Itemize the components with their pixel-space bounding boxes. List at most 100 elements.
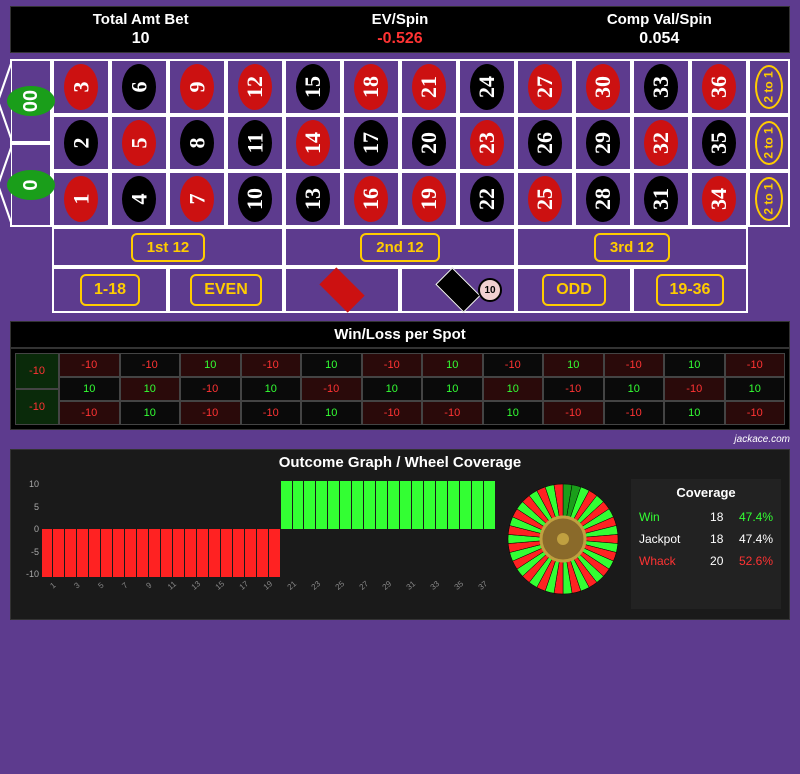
wl-cell-21: 10 xyxy=(422,353,483,377)
bet-21[interactable]: 21 xyxy=(400,59,458,115)
outcome-chart: 1050-5-10 135791113151719212325272931333… xyxy=(19,479,495,609)
bet-24[interactable]: 24 xyxy=(458,59,516,115)
bet-17[interactable]: 17 xyxy=(342,115,400,171)
coverage-row-jackpot: Jackpot1847.4% xyxy=(637,528,775,550)
stat-ev: EV/Spin -0.526 xyxy=(270,7,529,52)
wl-cell-26: -10 xyxy=(543,377,604,401)
bet-column-1[interactable]: 2 to 1 xyxy=(748,59,790,115)
bet-7[interactable]: 7 xyxy=(168,171,226,227)
bet-10[interactable]: 10 xyxy=(226,171,284,227)
wl-cell-8: -10 xyxy=(180,377,241,401)
bet-13[interactable]: 13 xyxy=(284,171,342,227)
outcome-section: Outcome Graph / Wheel Coverage 1050-5-10… xyxy=(10,449,790,620)
bet-00[interactable]: 00 xyxy=(10,59,52,143)
bet-27[interactable]: 27 xyxy=(516,59,574,115)
bet-red[interactable] xyxy=(284,267,400,313)
bet-5[interactable]: 5 xyxy=(110,115,168,171)
wl-cell-3: -10 xyxy=(59,353,120,377)
bet-chip[interactable]: 10 xyxy=(478,278,502,302)
winloss-section: Win/Loss per Spot -10-10 -10-1010-1010-1… xyxy=(10,321,790,430)
bet-26[interactable]: 26 xyxy=(516,115,574,171)
bet-15[interactable]: 15 xyxy=(284,59,342,115)
wl-cell-29: 10 xyxy=(604,377,665,401)
bet-low-label: 1-18 xyxy=(80,274,140,306)
bet-low[interactable]: 1-18 xyxy=(52,267,168,313)
bet-31[interactable]: 31 xyxy=(632,171,690,227)
wl-cell-11: 10 xyxy=(241,377,302,401)
bet-3[interactable]: 3 xyxy=(52,59,110,115)
bet-column-3[interactable]: 2 to 1 xyxy=(748,171,790,227)
stat-ev-val: -0.526 xyxy=(274,28,525,48)
bet-23[interactable]: 23 xyxy=(458,115,516,171)
wl-cell-19: -10 xyxy=(422,401,483,425)
coverage-row-win: Win1847.4% xyxy=(637,506,775,528)
bet-high[interactable]: 19-36 xyxy=(632,267,748,313)
wl-cell-20: 10 xyxy=(422,377,483,401)
wl-cell-35: 10 xyxy=(725,377,786,401)
bet-20[interactable]: 20 xyxy=(400,115,458,171)
bet-dozen-3[interactable]: 3rd 12 xyxy=(516,227,748,267)
stat-comp: Comp Val/Spin 0.054 xyxy=(530,7,789,52)
wl-cell-5: 10 xyxy=(120,377,181,401)
bet-35[interactable]: 35 xyxy=(690,115,748,171)
bet-33[interactable]: 33 xyxy=(632,59,690,115)
bet-30[interactable]: 30 xyxy=(574,59,632,115)
bet-dozen-2[interactable]: 2nd 12 xyxy=(284,227,516,267)
bet-28[interactable]: 28 xyxy=(574,171,632,227)
outcome-title: Outcome Graph / Wheel Coverage xyxy=(11,450,789,475)
wl-cell-10: -10 xyxy=(241,401,302,425)
wl-zero: -10 xyxy=(15,353,59,389)
winloss-title: Win/Loss per Spot xyxy=(10,321,790,348)
stat-bet: Total Amt Bet 10 xyxy=(11,7,270,52)
bet-dozen-1[interactable]: 1st 12 xyxy=(52,227,284,267)
stats-bar: Total Amt Bet 10 EV/Spin -0.526 Comp Val… xyxy=(10,6,790,53)
wl-cell-27: 10 xyxy=(543,353,604,377)
bet-29[interactable]: 29 xyxy=(574,115,632,171)
wl-cell-32: -10 xyxy=(664,377,725,401)
coverage-title: Coverage xyxy=(637,485,775,500)
wl-cell-34: -10 xyxy=(725,401,786,425)
wl-cell-12: -10 xyxy=(241,353,302,377)
roulette-table: 000 369121518212427303336258111417202326… xyxy=(10,59,790,313)
wl-cell-31: 10 xyxy=(664,401,725,425)
bet-19[interactable]: 19 xyxy=(400,171,458,227)
bet-34[interactable]: 34 xyxy=(690,171,748,227)
bet-8[interactable]: 8 xyxy=(168,115,226,171)
wl-cell-1: -10 xyxy=(59,401,120,425)
coverage-panel: Coverage Win1847.4%Jackpot1847.4%Whack20… xyxy=(631,479,781,609)
bet-0[interactable]: 0 xyxy=(10,143,52,227)
bet-2[interactable]: 2 xyxy=(52,115,110,171)
wl-cell-17: 10 xyxy=(362,377,423,401)
bet-11[interactable]: 11 xyxy=(226,115,284,171)
wl-cell-28: -10 xyxy=(604,401,665,425)
wl-cell-15: 10 xyxy=(301,353,362,377)
stat-bet-val: 10 xyxy=(15,28,266,48)
bet-odd[interactable]: ODD xyxy=(516,267,632,313)
wl-cell-36: -10 xyxy=(725,353,786,377)
bet-9[interactable]: 9 xyxy=(168,59,226,115)
wl-cell-33: 10 xyxy=(664,353,725,377)
wl-cell-18: -10 xyxy=(362,353,423,377)
wl-cell-25: -10 xyxy=(543,401,604,425)
bet-column-2[interactable]: 2 to 1 xyxy=(748,115,790,171)
bet-even[interactable]: EVEN xyxy=(168,267,284,313)
bet-22[interactable]: 22 xyxy=(458,171,516,227)
bet-black[interactable]: 10 xyxy=(400,267,516,313)
wl-cell-16: -10 xyxy=(362,401,423,425)
bet-25[interactable]: 25 xyxy=(516,171,574,227)
credit-text: jackace.com xyxy=(0,434,790,445)
bet-32[interactable]: 32 xyxy=(632,115,690,171)
bet-high-label: 19-36 xyxy=(656,274,725,306)
wl-cell-24: -10 xyxy=(483,353,544,377)
bet-18[interactable]: 18 xyxy=(342,59,400,115)
bet-14[interactable]: 14 xyxy=(284,115,342,171)
wl-cell-2: 10 xyxy=(59,377,120,401)
bet-12[interactable]: 12 xyxy=(226,59,284,115)
bet-4[interactable]: 4 xyxy=(110,171,168,227)
bet-16[interactable]: 16 xyxy=(342,171,400,227)
bet-1[interactable]: 1 xyxy=(52,171,110,227)
bet-6[interactable]: 6 xyxy=(110,59,168,115)
red-diamond-icon xyxy=(319,267,364,312)
bet-36[interactable]: 36 xyxy=(690,59,748,115)
stat-comp-val: 0.054 xyxy=(534,28,785,48)
